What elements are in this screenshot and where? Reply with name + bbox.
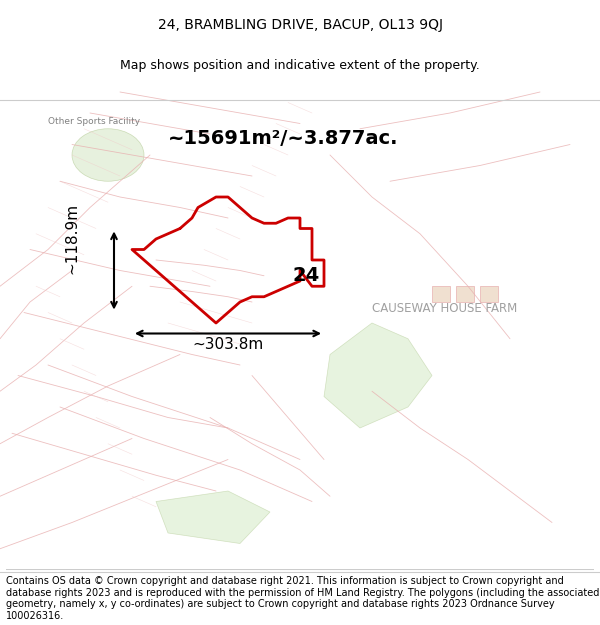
- Polygon shape: [156, 491, 270, 544]
- Text: ~15691m²/~3.877ac.: ~15691m²/~3.877ac.: [168, 129, 398, 149]
- Text: Other Sports Facility: Other Sports Facility: [48, 116, 140, 126]
- Text: Map shows position and indicative extent of the property.: Map shows position and indicative extent…: [120, 59, 480, 71]
- Text: 24: 24: [292, 266, 320, 285]
- Bar: [432, 286, 450, 302]
- Polygon shape: [324, 323, 432, 428]
- Bar: [480, 286, 498, 302]
- Text: ~118.9m: ~118.9m: [65, 202, 79, 274]
- Bar: [456, 286, 474, 302]
- Text: CAUSEWAY HOUSE FARM: CAUSEWAY HOUSE FARM: [372, 302, 517, 316]
- Text: Contains OS data © Crown copyright and database right 2021. This information is : Contains OS data © Crown copyright and d…: [6, 576, 599, 621]
- Text: 24, BRAMBLING DRIVE, BACUP, OL13 9QJ: 24, BRAMBLING DRIVE, BACUP, OL13 9QJ: [157, 18, 443, 32]
- Ellipse shape: [72, 129, 144, 181]
- Text: ~303.8m: ~303.8m: [193, 338, 263, 352]
